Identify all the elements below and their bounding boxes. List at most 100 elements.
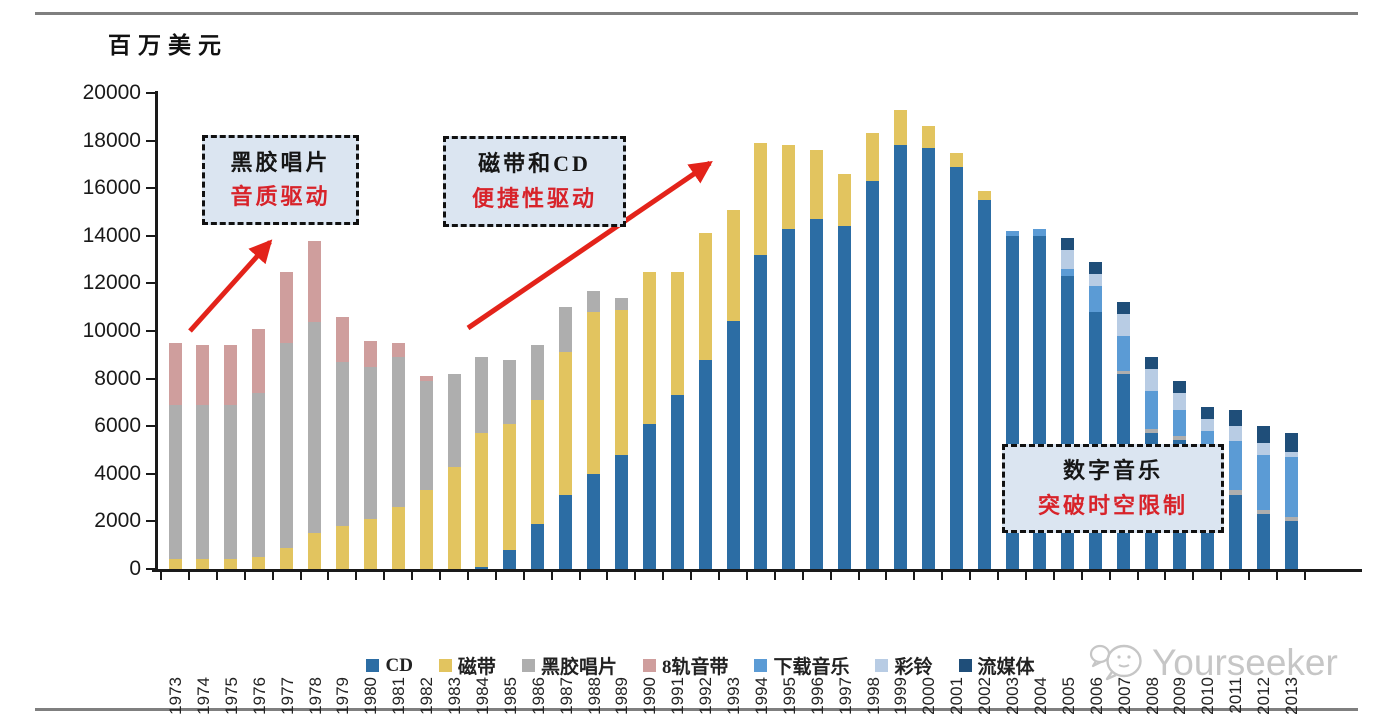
segment-vinyl-1977	[280, 342, 294, 548]
segment-cd-1985	[503, 549, 517, 569]
x-label-1978: 1978	[305, 677, 325, 715]
x-tick-2003	[997, 572, 1000, 580]
x-tick-1998	[857, 572, 860, 580]
bar-1981	[391, 342, 405, 569]
segment-download-2012	[1256, 454, 1270, 510]
bar-1983	[447, 373, 461, 569]
y-tick-label-16000: 16000	[82, 176, 141, 200]
segment-cassette-1974	[196, 559, 210, 569]
x-tick-1978	[299, 572, 302, 580]
y-axis	[155, 91, 158, 572]
x-label-1976: 1976	[249, 677, 269, 715]
x-tick-1989	[606, 572, 609, 580]
segment-cassette-1990	[642, 271, 656, 424]
segment-vinyl-1975	[224, 404, 238, 560]
segment-cassette-1982	[419, 490, 433, 569]
y-tick-4000	[146, 472, 155, 475]
x-label-2000: 2000	[919, 677, 939, 715]
segment-cassette-1977	[280, 547, 294, 569]
watermark: Yourseeker	[1088, 640, 1338, 686]
x-label-1982: 1982	[417, 677, 437, 715]
legend-swatch-8track	[642, 659, 656, 672]
segment-cd-2013	[1284, 521, 1298, 569]
x-label-1984: 1984	[472, 677, 492, 715]
segment-cassette-1976	[252, 557, 266, 569]
segment-cassette-1992	[698, 233, 712, 360]
x-tick-1983	[439, 572, 442, 580]
legend-swatch-streaming	[958, 659, 972, 672]
segment-download-2003	[1005, 231, 1019, 236]
y-tick-label-6000: 6000	[94, 414, 141, 438]
x-tick-2010	[1192, 572, 1195, 580]
x-label-1981: 1981	[389, 677, 409, 715]
segment-cd-1992	[698, 359, 712, 569]
x-tick-2002	[969, 572, 972, 580]
segment-vinyl-1982	[419, 381, 433, 491]
y-tick-8000	[146, 377, 155, 380]
x-tick-2009	[1164, 572, 1167, 580]
y-tick-10000	[146, 330, 155, 332]
segment-streaming-2007	[1117, 302, 1131, 315]
segment-8track-1982	[419, 376, 433, 381]
legend-swatch-download	[754, 659, 768, 672]
x-tick-1985	[494, 572, 497, 580]
bottom-divider	[35, 708, 1358, 711]
y-tick-16000	[146, 187, 155, 190]
top-divider	[35, 12, 1358, 15]
x-tick-2006	[1080, 572, 1083, 580]
bar-1974	[196, 345, 210, 569]
x-tick-1979	[327, 572, 330, 580]
callout-cassette-cd-subtitle: 便捷性驱动	[471, 185, 597, 211]
segment-streaming-2009	[1172, 381, 1186, 393]
legend-label-cd: CD	[385, 654, 413, 676]
x-tick-1996	[801, 572, 804, 580]
bar-1976	[252, 328, 266, 569]
callout-cassette-cd-title: 磁带和CD	[478, 151, 591, 177]
x-label-1997: 1997	[835, 677, 855, 715]
segment-vinyl-2007	[1117, 371, 1131, 374]
segment-vinyl-1984	[475, 357, 489, 434]
x-label-1990: 1990	[640, 677, 660, 715]
segment-ringtone-2008	[1145, 369, 1158, 391]
y-axis-unit-label: 百万美元	[108, 33, 228, 58]
x-tick-1994	[745, 572, 748, 580]
segment-cassette-1993	[726, 209, 740, 322]
x-label-1992: 1992	[696, 677, 716, 715]
x-tick-1980	[355, 572, 358, 580]
bar-1996	[810, 150, 824, 569]
segment-ringtone-2011	[1228, 426, 1242, 441]
x-tick-1981	[383, 572, 386, 580]
segment-cassette-1998	[866, 133, 879, 182]
segment-download-2009	[1172, 409, 1186, 436]
segment-cassette-1979	[335, 526, 349, 569]
legend-item-download: 下载音乐	[754, 652, 849, 679]
bar-1997	[838, 173, 852, 569]
y-tick-label-14000: 14000	[82, 223, 141, 247]
segment-download-2007	[1117, 335, 1131, 372]
x-label-1991: 1991	[668, 677, 688, 715]
y-tick-label-12000: 12000	[82, 271, 141, 295]
bar-1979	[335, 316, 349, 569]
x-tick-2000	[913, 572, 916, 580]
segment-8track-1979	[335, 316, 349, 362]
bar-1994	[754, 142, 768, 569]
x-label-1973: 1973	[166, 677, 185, 715]
segment-vinyl-2008	[1145, 428, 1158, 434]
segment-vinyl-1974	[196, 404, 210, 560]
segment-cassette-1983	[447, 466, 461, 569]
segment-8track-1977	[280, 271, 294, 343]
segment-cd-1987	[559, 495, 573, 569]
y-tick-6000	[146, 425, 155, 428]
x-label-1974: 1974	[193, 677, 213, 715]
segment-cassette-1987	[559, 352, 573, 496]
x-label-1987: 1987	[556, 677, 576, 715]
x-tick-1982	[411, 572, 414, 580]
y-tick-label-4000: 4000	[94, 461, 141, 485]
segment-vinyl-1987	[559, 307, 573, 353]
legend-item-streaming: 流媒体	[958, 652, 1035, 679]
x-label-2002: 2002	[975, 677, 995, 715]
x-tick-2012	[1248, 572, 1251, 580]
x-tick-2004	[1024, 572, 1027, 580]
segment-ringtone-2012	[1256, 442, 1270, 455]
legend-label-ringtone: 彩铃	[894, 657, 933, 678]
